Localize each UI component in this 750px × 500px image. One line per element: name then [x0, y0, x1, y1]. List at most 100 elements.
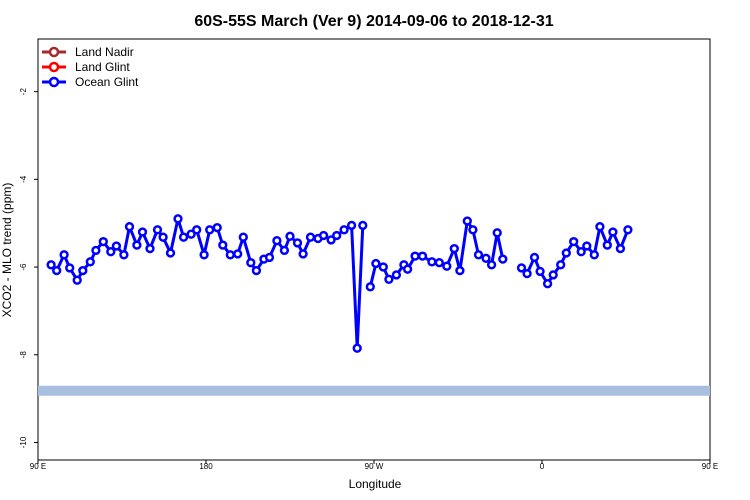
data-point: [449, 243, 459, 254]
legend-label: Ocean Glint: [75, 75, 139, 89]
x-tick-label: 180: [199, 462, 213, 471]
legend-swatch-marker: [48, 46, 60, 58]
y-tick-label: -4: [19, 175, 28, 183]
data-point: [318, 230, 329, 241]
data-point: [427, 257, 437, 267]
x-axis-label: Longitude: [349, 477, 402, 491]
data-point: [595, 222, 605, 232]
data-point: [264, 252, 275, 263]
chart-title: 60S-55S March (Ver 9) 2014-09-06 to 2018…: [194, 13, 553, 30]
x-tick-label: 90 E: [30, 462, 46, 471]
data-point: [402, 264, 413, 274]
data-point: [205, 225, 215, 235]
data-point: [561, 248, 571, 258]
data-point: [582, 241, 592, 251]
data-point: [371, 258, 381, 269]
data-point: [623, 225, 633, 235]
data-point: [468, 225, 478, 235]
data-point: [158, 232, 168, 242]
data-point: [192, 225, 202, 235]
data-point: [52, 265, 62, 276]
data-point: [111, 241, 122, 251]
data-point: [410, 251, 420, 261]
data-point: [548, 270, 558, 280]
data-point: [59, 250, 69, 260]
data-point: [498, 254, 508, 264]
x-tick-label: 0: [540, 462, 545, 471]
data-point: [298, 249, 308, 259]
x-tick-label: 90 E: [702, 462, 718, 471]
data-point: [346, 220, 357, 231]
legend-label: Land Nadir: [75, 45, 134, 59]
data-point: [434, 258, 444, 268]
y-tick-label: -6: [19, 263, 28, 271]
data-point: [292, 238, 303, 248]
data-point: [106, 247, 116, 257]
data-point: [65, 263, 75, 273]
data-point: [78, 265, 88, 276]
data-point: [246, 258, 256, 268]
data-point: [615, 243, 626, 254]
data-point: [152, 225, 163, 235]
data-point: [462, 216, 472, 226]
data-point: [486, 260, 497, 270]
data-point: [305, 232, 316, 242]
data-point: [492, 228, 502, 238]
y-tick-label: -8: [19, 351, 28, 359]
data-point: [529, 252, 540, 263]
data-point: [132, 240, 142, 250]
data-point: [46, 260, 56, 270]
data-point: [365, 282, 375, 292]
data-point: [272, 236, 282, 246]
data-point: [481, 253, 491, 263]
data-point: [251, 265, 262, 276]
data-point: [199, 250, 209, 260]
data-point: [442, 261, 452, 271]
data-point: [417, 251, 428, 261]
data-point: [455, 265, 465, 276]
data-point: [233, 249, 243, 259]
data-point: [542, 279, 553, 289]
data-point: [516, 263, 527, 273]
data-point: [137, 227, 148, 237]
data-point: [352, 343, 362, 353]
data-point: [212, 222, 222, 233]
data-point: [91, 245, 101, 256]
data-point: [589, 250, 599, 260]
data-point: [378, 262, 388, 272]
data-point: [522, 268, 532, 279]
legend-swatch-marker: [48, 61, 60, 73]
y-axis-label: XCO2 - MLO trend (ppm): [0, 183, 14, 318]
data-point: [285, 231, 295, 241]
data-point: [473, 250, 484, 260]
data-point: [145, 243, 155, 254]
data-point: [391, 270, 402, 280]
data-point: [85, 257, 95, 267]
data-point: [384, 274, 394, 284]
data-point: [225, 250, 235, 260]
x-tick-label: 90 W: [365, 462, 384, 471]
data-point: [602, 240, 612, 250]
data-point: [358, 220, 368, 231]
data-point: [332, 230, 342, 241]
data-point: [165, 248, 176, 258]
data-point: [178, 232, 189, 242]
data-point: [556, 260, 566, 270]
data-point: [608, 227, 618, 237]
data-point: [98, 236, 108, 247]
data-point: [173, 214, 183, 224]
data-point: [124, 222, 135, 232]
data-point: [279, 245, 290, 256]
y-tick-label: -10: [19, 436, 28, 448]
y-tick-label: -2: [19, 88, 28, 96]
data-point: [535, 266, 545, 277]
data-point: [339, 225, 349, 235]
data-point: [119, 250, 129, 260]
data-point: [569, 236, 579, 247]
data-point: [218, 240, 228, 250]
data-point: [186, 229, 196, 239]
legend-label: Land Glint: [75, 60, 130, 74]
data-point: [326, 235, 336, 245]
